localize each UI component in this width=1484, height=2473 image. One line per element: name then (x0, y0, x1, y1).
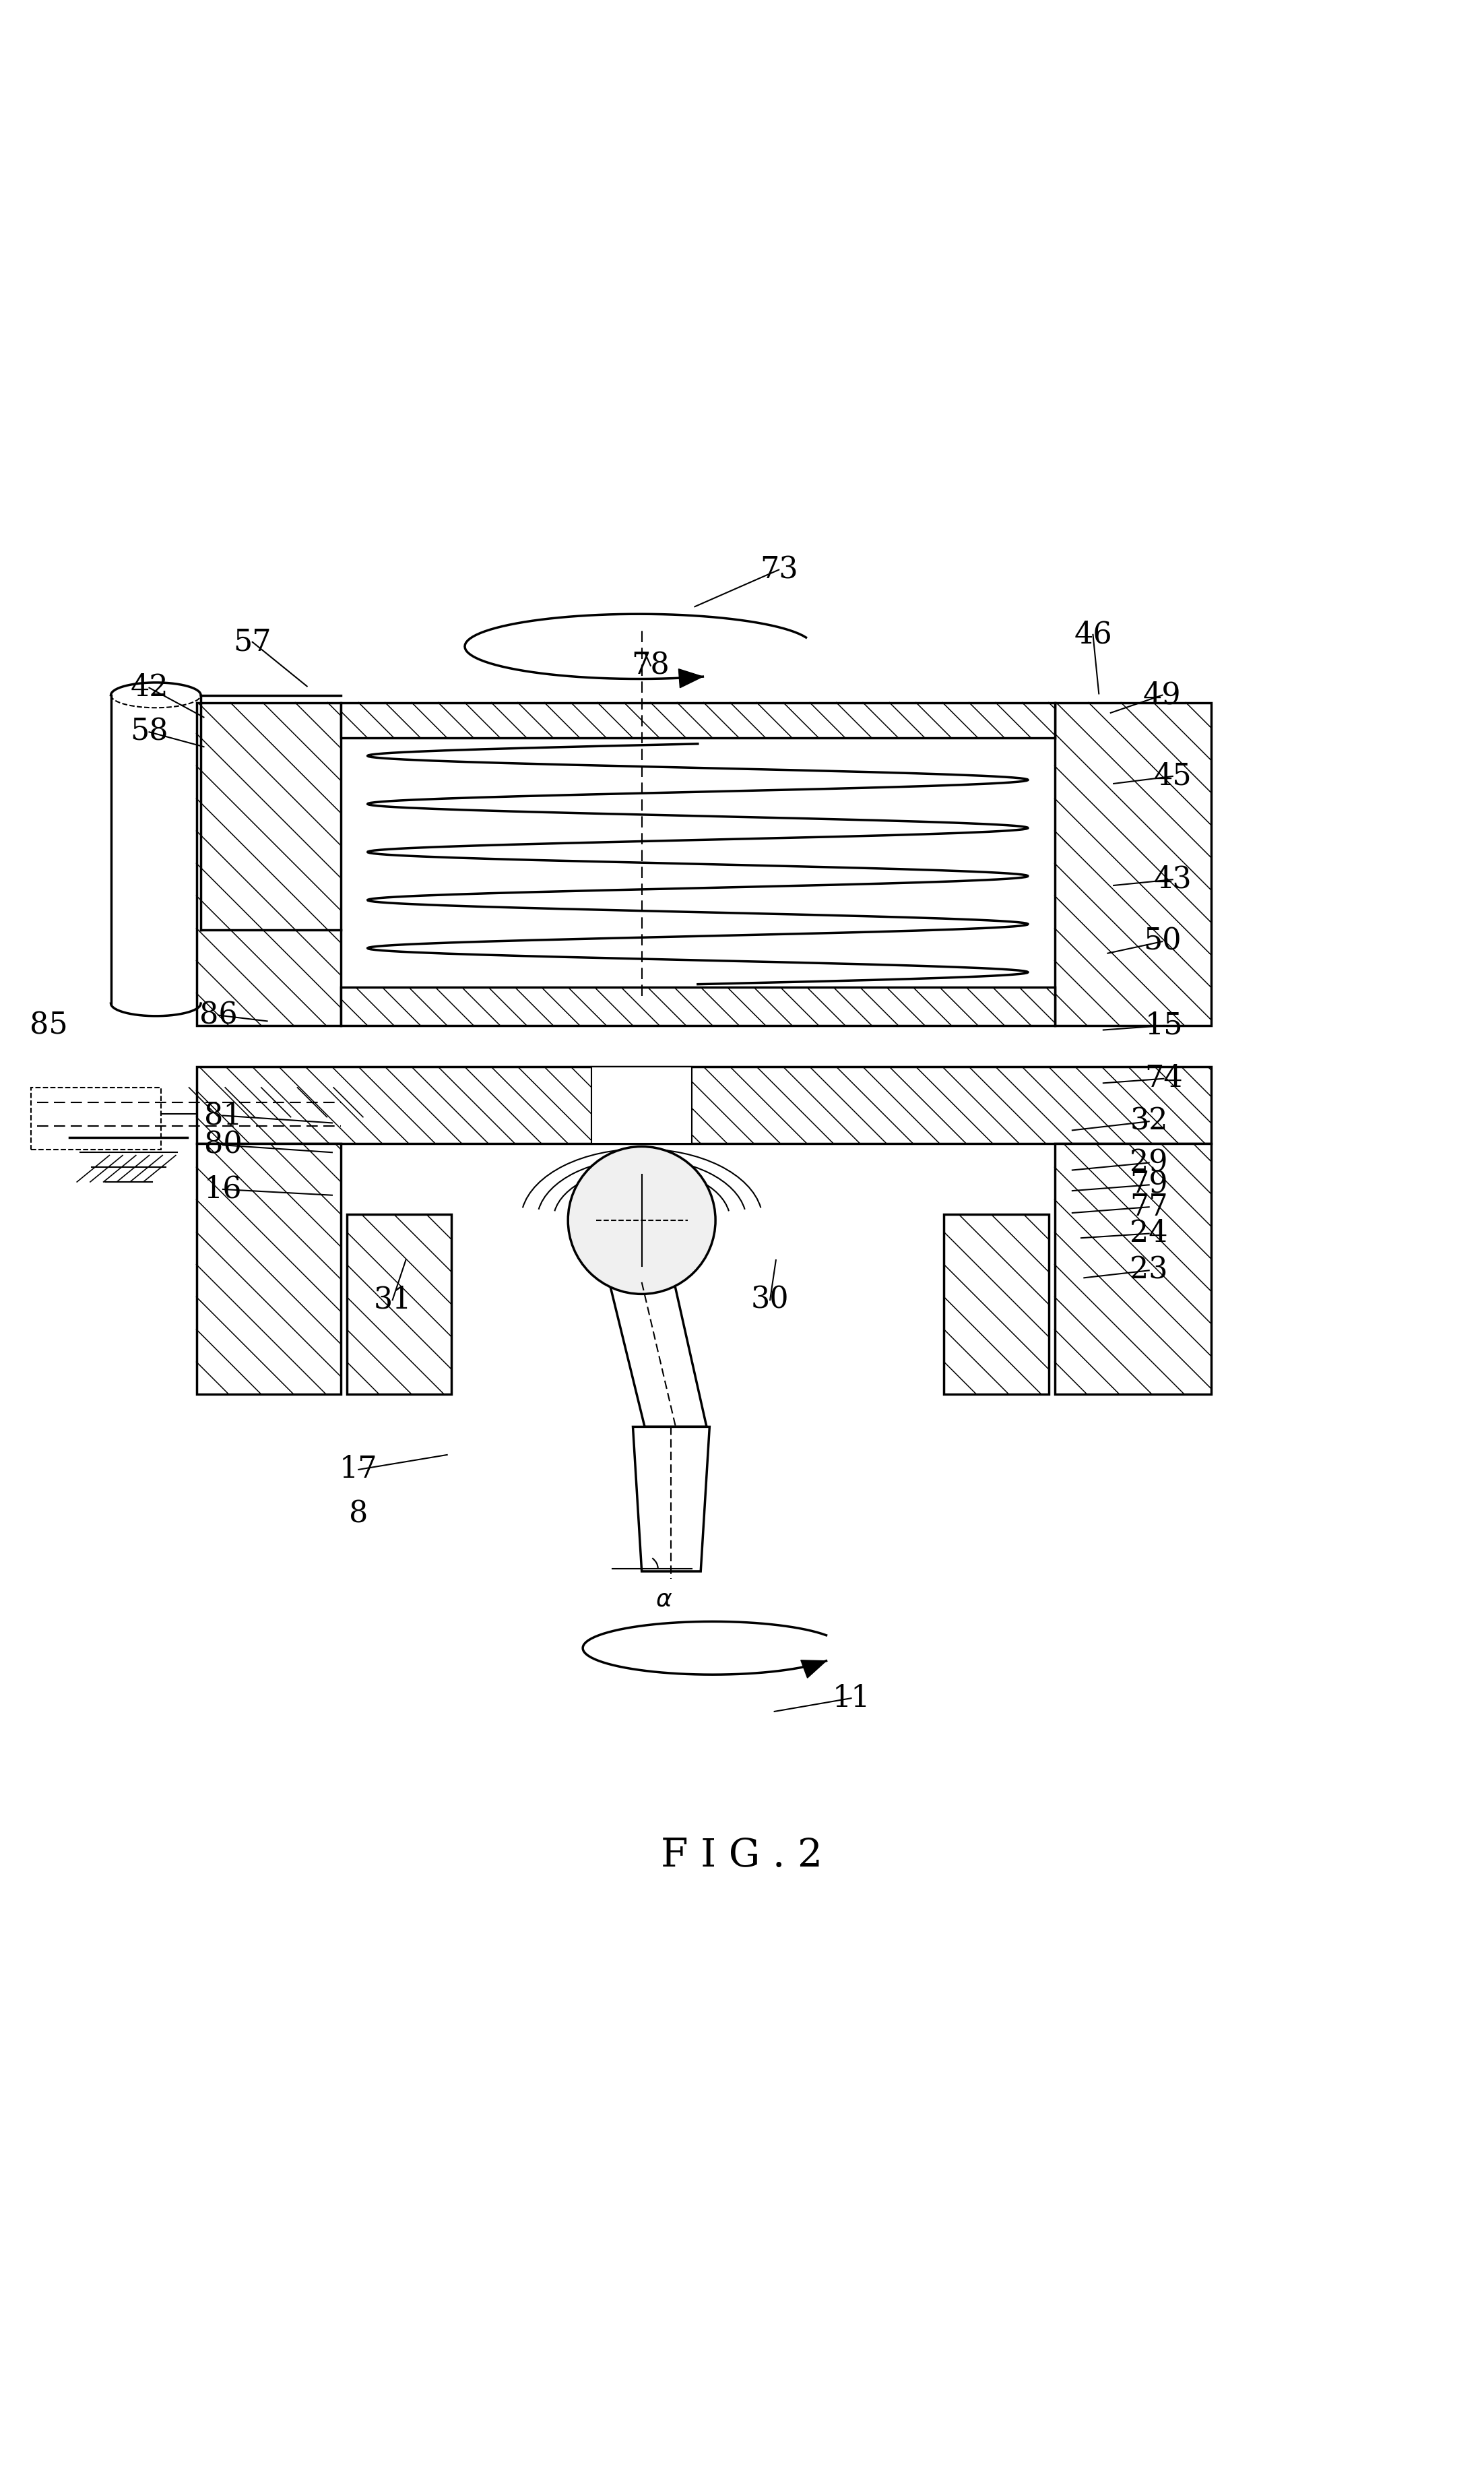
Text: 11: 11 (833, 1684, 870, 1714)
Text: 42: 42 (131, 673, 168, 702)
Text: F I G . 2: F I G . 2 (662, 1837, 822, 1875)
Text: 24: 24 (1129, 1219, 1168, 1249)
Text: 85: 85 (30, 1011, 68, 1041)
Bar (1055, 702, 1211, 1026)
Polygon shape (610, 1281, 706, 1427)
Text: $\alpha$: $\alpha$ (656, 1588, 672, 1610)
Text: 17: 17 (340, 1454, 377, 1484)
Text: 74: 74 (1144, 1063, 1183, 1093)
Text: 46: 46 (1074, 621, 1112, 650)
Text: 45: 45 (1153, 762, 1192, 791)
Bar (944, 1214, 1049, 1395)
Bar (347, 1214, 451, 1395)
Polygon shape (801, 1659, 827, 1677)
Bar (592, 1066, 692, 1143)
Bar (196, 1066, 1211, 1143)
Text: 79: 79 (1129, 1170, 1168, 1199)
Text: 77: 77 (1129, 1192, 1168, 1222)
Text: 50: 50 (1143, 927, 1181, 957)
Text: 73: 73 (760, 556, 798, 584)
Circle shape (568, 1147, 715, 1293)
Text: 80: 80 (203, 1130, 242, 1160)
Bar (1055, 1143, 1211, 1395)
Text: 23: 23 (1129, 1256, 1168, 1286)
Text: 78: 78 (632, 650, 669, 680)
Text: 29: 29 (1129, 1147, 1168, 1177)
Bar (341, 702, 1055, 737)
Text: 32: 32 (1129, 1108, 1168, 1135)
Bar (196, 1143, 341, 1395)
Text: 8: 8 (349, 1499, 368, 1528)
Text: 86: 86 (199, 1002, 237, 1029)
Text: 49: 49 (1143, 680, 1181, 710)
Polygon shape (632, 1427, 709, 1570)
Bar (341, 987, 1055, 1026)
Text: 58: 58 (131, 717, 168, 747)
Bar (196, 702, 341, 1026)
Text: 57: 57 (233, 628, 272, 655)
Text: 30: 30 (751, 1286, 789, 1316)
Bar (31, 1088, 160, 1150)
Text: 81: 81 (203, 1100, 242, 1130)
Text: 16: 16 (203, 1175, 242, 1204)
Text: 43: 43 (1153, 866, 1192, 895)
Text: 15: 15 (1144, 1011, 1183, 1041)
Text: 31: 31 (374, 1286, 411, 1316)
Polygon shape (678, 670, 703, 687)
